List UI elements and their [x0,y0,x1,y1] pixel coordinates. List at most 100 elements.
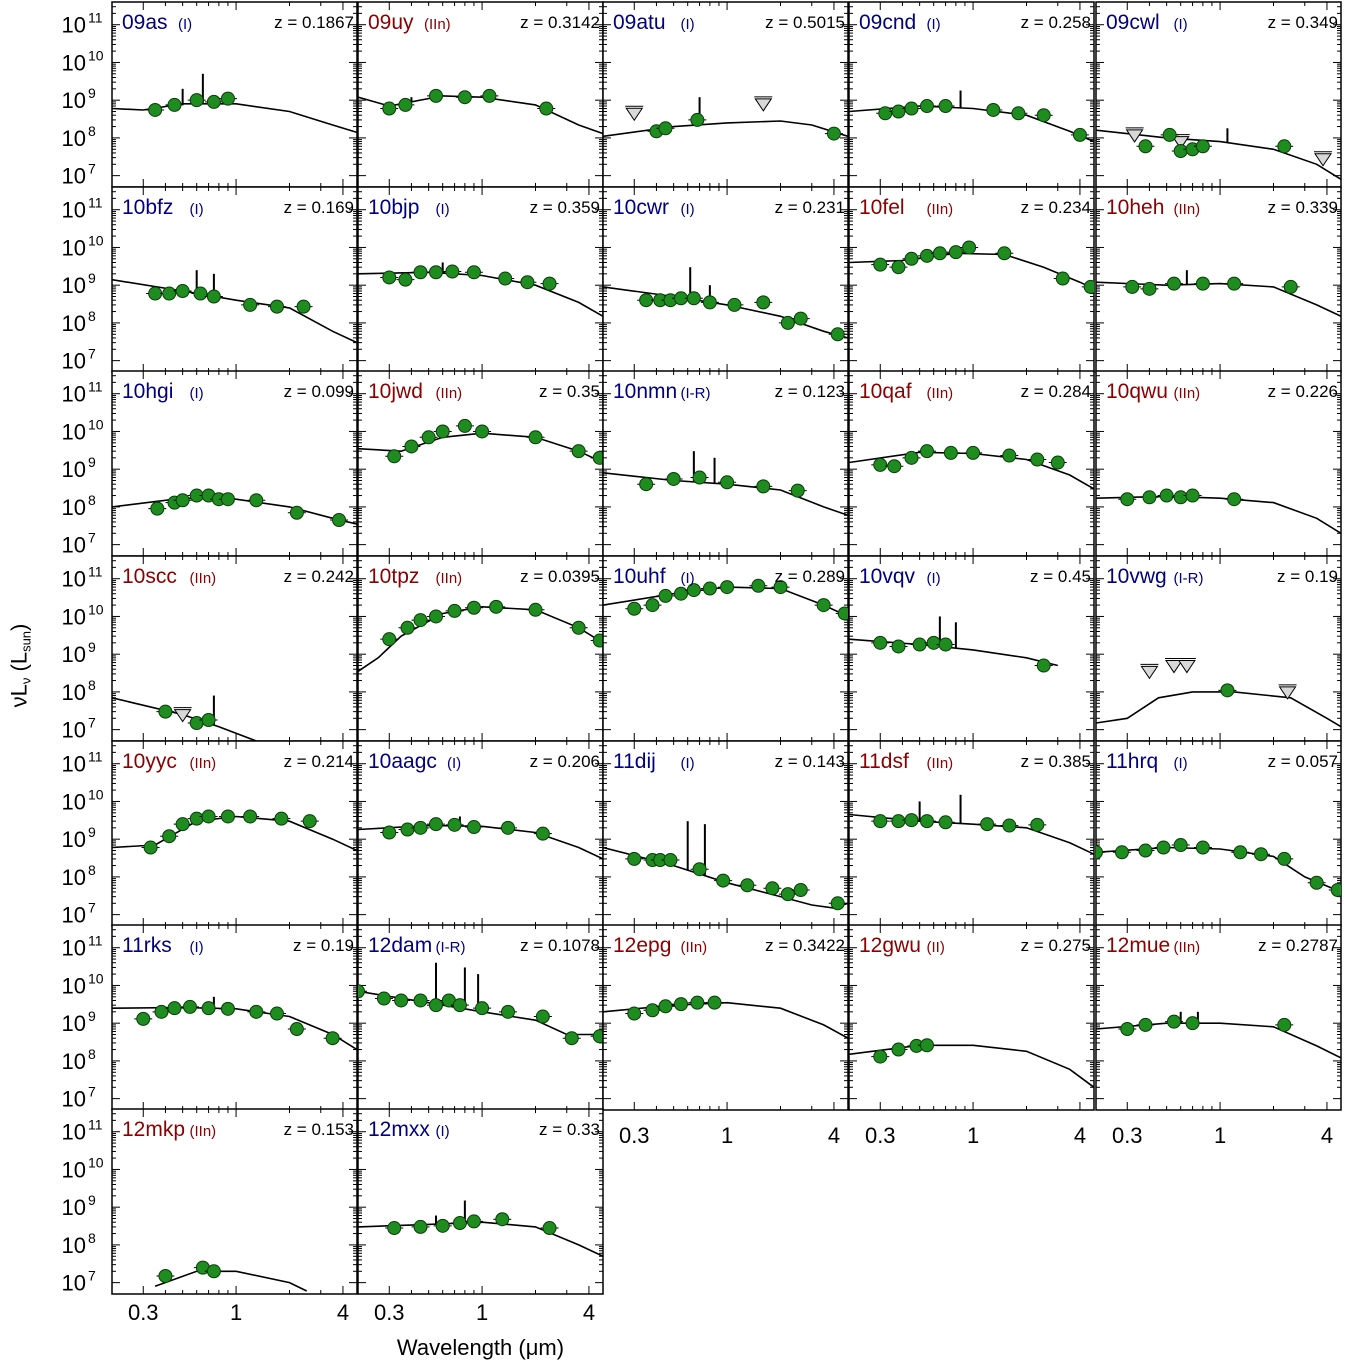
panel-data [358,262,603,317]
panel-type-10heh: (IIn) [1174,201,1201,218]
panel-frame [111,370,358,557]
photometry-point [564,1031,579,1046]
photometry-point [331,512,346,527]
x-tick-label: 4 [337,1300,349,1325]
photometry-point [645,598,660,613]
photometry-point [592,450,603,465]
panel-name-10cwr: 10cwr [613,196,669,219]
photometry-point [154,1004,169,1019]
model-spectrum-12mkp [154,1270,308,1292]
photometry-point [1138,1017,1153,1032]
photometry-point [1002,448,1017,463]
y-tick-label: 10 [62,936,86,961]
photometry-point [206,94,221,109]
panel-name-09cnd: 09cnd [859,11,916,34]
y-tick-label: 10 [62,235,86,260]
panel-name-11dij: 11dij [613,750,656,773]
photometry-point [571,620,586,635]
photometry-point [966,445,981,460]
panel-type-11hrq: (I) [1174,755,1188,772]
x-tick-label: 1 [967,1123,979,1148]
panel-data [1096,488,1341,534]
y-tick-exponent: 11 [88,933,103,949]
photometry-point [148,102,163,117]
photometry-point [926,635,941,650]
photometry-point [398,272,413,287]
photometry-point [1011,106,1026,121]
upper-limit-marker [754,98,773,112]
panel-10bjp: 10bjp (I) z = 0.359 [357,186,604,373]
photometry-point [428,609,443,624]
panel-12gwu: 12gwu (II) z = 0.275 [848,924,1095,1111]
y-tick-exponent: 11 [88,749,103,765]
panel-redshift-12mue: z = 0.2787 [1258,936,1338,955]
panel-name-12mxx: 12mxx [368,1118,430,1141]
photometry-point [912,637,927,652]
photometry-point [830,896,845,911]
photometry-point [435,424,450,439]
photometry-point [1277,851,1292,866]
y-tick-exponent: 8 [88,1046,96,1062]
panel-redshift-10bfz: z = 0.169 [284,198,354,217]
panel-data [849,90,1094,143]
y-tick-label: 10 [62,1157,86,1182]
panel-frame [357,740,604,927]
photometry-point [1030,817,1045,832]
panel-data [112,73,357,134]
panel-data [603,995,848,1039]
panel-data [1096,270,1341,318]
photometry-point [150,501,165,516]
photometry-point [475,1001,490,1016]
photometry-point [891,1042,906,1057]
photometry-point [158,704,173,719]
panel-ticks [848,924,1094,1110]
panel-redshift-09cwl: z = 0.349 [1268,13,1338,32]
photometry-point [387,449,402,464]
photometry-point [592,633,603,648]
panel-ticks [1095,924,1341,1110]
photometry-point [482,88,497,103]
x-tick-label: 0.3 [374,1300,405,1325]
photometry-point [466,820,481,835]
panel-frame [602,924,849,1111]
y-tick-label: 10 [62,164,86,189]
y-tick-label: 10 [62,13,86,38]
photometry-point [878,106,893,121]
photometry-point [1195,139,1210,154]
panel-type-10qaf: (IIn) [927,385,954,402]
panel-data [603,96,848,141]
photometry-point [162,286,177,301]
panel-09atu: 09atu (I) z = 0.5015 [602,1,849,188]
panel-type-10nmn: (I-R) [681,385,711,402]
y-tick-exponent: 9 [88,85,96,101]
photometry-point [887,459,902,474]
photometry-point [220,91,235,106]
photometry-point [201,1001,216,1016]
photometry-point [528,602,543,617]
photometry-point [1072,127,1087,142]
panel-data [603,451,848,517]
panel-frame [111,1108,358,1295]
y-tick-exponent: 10 [88,1154,104,1170]
y-tick-exponent: 11 [88,1117,103,1133]
photometry-point [249,1004,264,1019]
photometry-point [780,315,795,330]
y-tick-exponent: 8 [88,677,96,693]
photometry-point [1138,139,1153,154]
photometry-point [592,1029,603,1044]
photometry-point [404,439,419,454]
y-tick-label: 10 [62,1049,86,1074]
panel-10uhf: 10uhf (I) z = 0.289 [602,555,849,742]
photometry-point [542,1221,557,1236]
photometry-point [382,825,397,840]
panel-10vqv: 10vqv (I) z = 0.45 [848,555,1095,742]
panel-name-12mkp: 12mkp [122,1118,185,1141]
photometry-point [1195,840,1210,855]
photometry-point [400,822,415,837]
panel-type-10qwu: (IIn) [1174,385,1201,402]
photometry-point [919,444,934,459]
photometry-point [627,1006,642,1021]
